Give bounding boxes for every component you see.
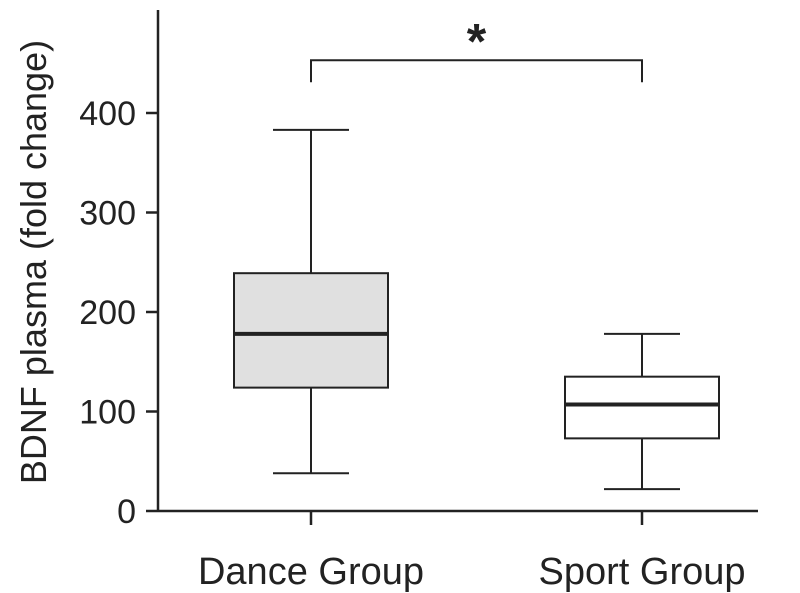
box-1 (564, 332, 720, 491)
y-tick-label-100: 100 (79, 394, 136, 432)
significance-bracket (310, 59, 643, 83)
axes (156, 10, 758, 513)
x-ticks: Dance Group Sport Group (198, 511, 746, 593)
y-axis-title: BDNF plasma (fold change) (13, 40, 54, 484)
y-tick-label-400: 400 (79, 95, 136, 133)
box-0 (233, 128, 389, 475)
x-category-label-1: Sport Group (539, 551, 746, 593)
significance-annotation: * (310, 13, 643, 83)
y-ticks: 0 100 200 300 400 (79, 95, 158, 531)
y-tick-label-200: 200 (79, 294, 136, 332)
box-0-iqr (233, 272, 389, 389)
boxes (233, 128, 720, 491)
y-tick-label-0: 0 (117, 493, 136, 531)
box-1-iqr (564, 375, 720, 440)
x-category-label-0: Dance Group (198, 551, 424, 593)
y-tick-label-300: 300 (79, 195, 136, 233)
significance-label: * (467, 13, 487, 69)
